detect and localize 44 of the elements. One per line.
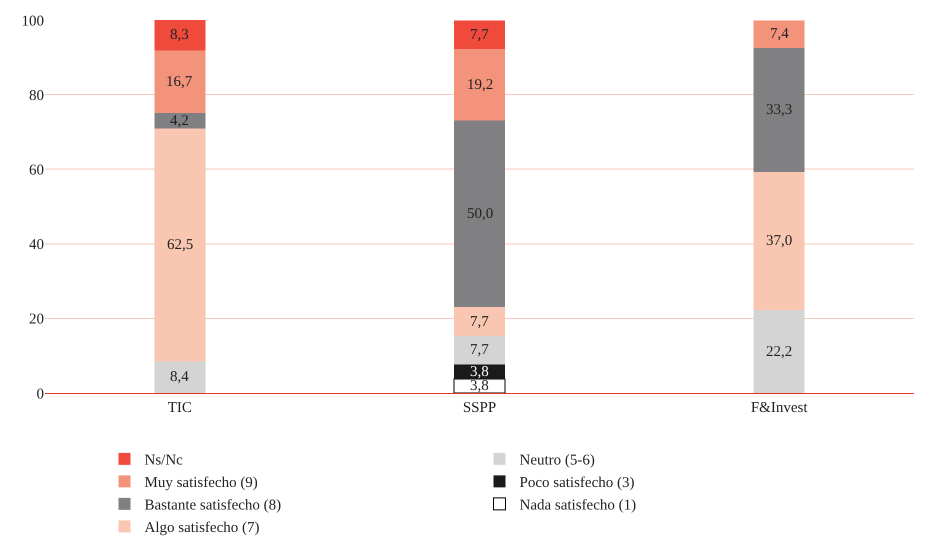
data-label: 3,8: [470, 364, 489, 380]
legend-label: Ns/Nc: [144, 452, 184, 469]
data-label: 16,7: [166, 74, 193, 90]
x-tick-label: TIC: [168, 400, 192, 416]
y-tick-label: 60: [29, 162, 44, 178]
data-label: 7,4: [770, 26, 790, 42]
bar: [454, 364, 505, 379]
data-label: 50,0: [467, 206, 494, 222]
data-label: 8,3: [170, 27, 189, 43]
bar: [754, 310, 805, 393]
data-label: 7,7: [470, 314, 490, 330]
legend-label: Muy satisfecho (9): [144, 475, 258, 492]
data-label: 19,2: [467, 77, 494, 93]
y-tick-label: 80: [29, 88, 44, 104]
bar: [154, 20, 206, 51]
data-label: 37,0: [766, 233, 792, 249]
legend-label: Nada satisfecho (1): [520, 498, 636, 514]
data-label: 33,3: [766, 102, 792, 118]
data-label: 22,2: [766, 344, 792, 360]
x-tick-label: SSPP: [462, 400, 496, 416]
data-label: 3,8: [470, 378, 489, 394]
data-label: 62,5: [167, 237, 194, 253]
bar: [454, 336, 505, 365]
bar: [454, 120, 505, 308]
y-tick-label: 20: [29, 312, 44, 328]
y-tick-label: 40: [29, 237, 44, 254]
bar: [454, 49, 505, 121]
bar: [754, 20, 805, 48]
legend-label: Algo satisfecho (7): [144, 520, 260, 536]
bar: [754, 48, 805, 172]
data-label: 7,7: [470, 27, 490, 43]
y-tick-label: 0: [36, 386, 44, 402]
legend-label: Bastante satisfecho (8): [144, 498, 282, 514]
data-label: 7,7: [470, 342, 490, 358]
bar: [154, 362, 206, 393]
data-label: 4,2: [170, 113, 189, 129]
y-tick-label: 100: [22, 13, 44, 30]
bar: [154, 112, 206, 129]
legend-label: Poco satisfecho (3): [520, 475, 634, 492]
legend-label: Neutro (5-6): [520, 452, 595, 469]
x-tick-label: F&Invest: [750, 400, 808, 416]
data-label: 8,4: [170, 369, 190, 385]
bar: [454, 20, 505, 50]
bar: [154, 50, 206, 113]
